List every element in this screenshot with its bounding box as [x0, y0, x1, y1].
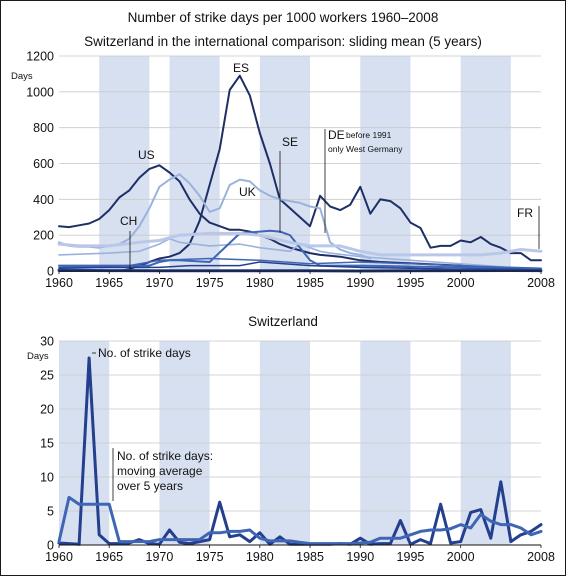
annot-us: US	[138, 148, 155, 162]
p2-x-tick: 1960	[45, 550, 73, 564]
p1-axes: 0 200 400 600 800 1000 1200 1960 1965 1970 1975 198…	[26, 50, 555, 291]
p1-y-tick: 1200	[26, 50, 54, 64]
p2-title: Switzerland	[248, 314, 318, 329]
p1-x-tick: 1965	[95, 276, 123, 290]
switzerland-panel: 0 5 10 15 20 25 30 1960 1965 1970 1975 1980 1985 1990…	[27, 335, 555, 565]
p2-x-tick: 1970	[146, 550, 174, 564]
p1-series-line-7	[58, 257, 542, 270]
p1-x-tick: 1975	[196, 276, 224, 290]
p2-x-tick: 1965	[95, 550, 123, 564]
p2-x-tick: 1985	[296, 550, 324, 564]
p1-y-tick: 400	[33, 193, 54, 207]
annot-avg-line2: moving average	[117, 464, 203, 478]
p2-y-tick: 10	[40, 471, 54, 485]
p2-series-no-of-strike-days-moving-average-over-5-years	[57, 495, 543, 546]
annot-de-note1: before 1991	[346, 130, 392, 140]
p1-y-tick: 1000	[26, 85, 54, 99]
chart-subtitle: Switzerland in the international compari…	[84, 34, 482, 49]
annot-avg-line3: over 5 years	[117, 479, 183, 493]
annot-strike-days: No. of strike days	[98, 346, 191, 360]
p1-x-tick: 1970	[146, 276, 174, 290]
p2-x-tick: 1995	[397, 550, 425, 564]
p2-x-tick: 1990	[346, 550, 374, 564]
p1-gridlines	[59, 55, 541, 236]
p1-x-tick: 1985	[296, 276, 324, 290]
p2-x-tick: 2000	[447, 550, 475, 564]
p2-y-tick: 20	[40, 403, 54, 417]
p2-series-group	[57, 356, 543, 546]
p2-x-tick: 1980	[246, 550, 274, 564]
p1-series-fr	[57, 231, 543, 257]
p1-x-tick: 1990	[346, 276, 374, 290]
annot-se: SE	[282, 135, 298, 149]
p2-y-tick: 0	[47, 539, 54, 553]
p2-x-tick: 2008	[527, 550, 555, 564]
p1-y-tick: 0	[47, 265, 54, 279]
p1-x-tick: 1980	[246, 276, 274, 290]
annot-de-note2: only West Germany	[328, 144, 403, 154]
annot-de: DE	[328, 128, 345, 142]
p1-series-line-8	[58, 261, 542, 271]
p1-y-tick: 800	[33, 121, 54, 135]
annot-fr: FR	[517, 206, 533, 220]
annot-ch: CH	[120, 214, 137, 228]
p2-y-axis-label: Days	[27, 351, 49, 362]
p1-x-tick: 1960	[45, 276, 73, 290]
p1-y-axis-label: Days	[11, 71, 33, 82]
p2-axes: 0 5 10 15 20 25 30 1960 1965 1970 1975 1980 1985 1990…	[40, 335, 555, 565]
p1-series-de-before-1991-only-west-germany	[58, 238, 542, 270]
p1-series-se	[58, 229, 542, 271]
p2-series-no-of-strike-days	[57, 356, 543, 546]
international-panel: 0 200 400 600 800 1000 1200 1960 1965 1970 1975 198…	[11, 50, 555, 291]
p2-y-tick: 30	[40, 335, 54, 349]
annot-es: ES	[233, 61, 249, 75]
p1-series-group	[57, 74, 543, 273]
p2-y-tick: 25	[40, 369, 54, 383]
p1-x-tick: 2000	[447, 276, 475, 290]
p2-y-tick: 5	[47, 505, 54, 519]
p1-x-tick: 2008	[527, 276, 555, 290]
p1-y-tick: 200	[33, 229, 54, 243]
p1-y-tick: 600	[33, 157, 54, 171]
p2-x-tick: 1975	[196, 550, 224, 564]
annot-uk: UK	[239, 185, 256, 199]
annot-avg-line1: No. of strike days:	[117, 449, 213, 463]
p1-x-tick: 1995	[397, 276, 425, 290]
chart-title: Number of strike days per 1000 workers 1…	[128, 10, 439, 25]
p2-y-tick: 15	[40, 437, 54, 451]
p2-gridlines	[59, 340, 541, 512]
